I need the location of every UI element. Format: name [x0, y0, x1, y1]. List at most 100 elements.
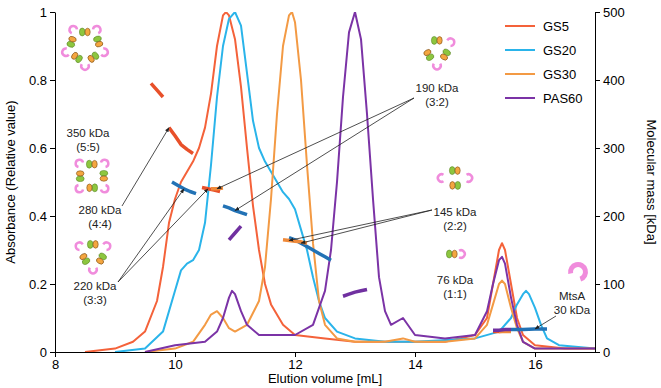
tick: 300 — [595, 141, 625, 156]
annotation-text: (5:5) — [76, 141, 100, 153]
annotation-text: (3:2) — [425, 96, 449, 108]
tick-label: 14 — [408, 357, 422, 372]
annotations: 350 kDa(5:5)280 kDa(4:4)220 kDa(3:3)190 … — [67, 82, 591, 329]
icon-domain — [85, 28, 90, 36]
mass-line — [172, 182, 547, 330]
tick-label: 300 — [603, 141, 625, 156]
icon-mtsa — [446, 35, 458, 47]
icon-mtsa — [466, 173, 474, 183]
mass-line — [229, 226, 511, 330]
icon-mtsa — [72, 156, 84, 168]
series-line — [115, 12, 595, 352]
tick-label: 0.4 — [29, 209, 47, 224]
tick: 500 — [595, 5, 625, 20]
tick-mark — [50, 148, 55, 149]
icon-domain — [423, 48, 432, 56]
icon-domain — [86, 160, 92, 168]
icon-mtsa — [458, 249, 466, 259]
icon-mtsa — [99, 183, 111, 195]
annotation-text: (4:4) — [88, 218, 112, 230]
legend-label: GS30 — [543, 67, 576, 82]
icon-domain — [452, 250, 457, 258]
icon-mtsa — [73, 239, 85, 251]
icon-domain — [87, 54, 96, 63]
icon-mtsa — [88, 267, 98, 275]
annotation-arrow — [118, 189, 184, 282]
tick: 0.8 — [29, 73, 55, 88]
complex-icon — [60, 23, 111, 71]
tick-mark — [50, 284, 55, 285]
icon-domain — [87, 184, 92, 192]
annotation-text: (1:1) — [443, 288, 467, 300]
icon-domain — [431, 36, 437, 44]
y-axis-line — [55, 13, 56, 353]
annotation-text: 280 kDa — [79, 204, 122, 216]
x-axis: 8 10 12 14 16 — [52, 352, 596, 372]
legend-swatch — [505, 25, 535, 27]
icon-domain — [100, 170, 108, 176]
annotation-arrow — [289, 210, 432, 240]
tick-mark — [595, 284, 600, 285]
plot-area — [85, 12, 595, 352]
tick-mark — [595, 148, 600, 149]
annotation-arrow — [235, 98, 414, 211]
annotation-text: 145 kDa — [434, 206, 477, 218]
icon-mtsa — [566, 258, 592, 282]
tick: 0.6 — [29, 141, 55, 156]
icon-mtsa — [60, 47, 70, 59]
chart: 81012141600.20.40.60.810100200300400500E… — [0, 0, 661, 388]
tick: 16 — [528, 352, 542, 372]
x-axis-title: Elution volume [mL] — [268, 371, 382, 386]
tick: 0.2 — [29, 277, 55, 292]
icon-domain — [70, 51, 79, 60]
legend-swatch — [505, 73, 535, 75]
series-line — [85, 12, 595, 352]
icon-domain — [455, 167, 460, 175]
icon-domain — [95, 40, 104, 47]
icon-mtsa — [91, 23, 104, 35]
legend-swatch — [505, 49, 535, 51]
icon-domain — [93, 241, 98, 249]
tick: 0 — [40, 345, 55, 360]
annotation-arrow — [301, 210, 432, 243]
tick-mark — [595, 216, 600, 217]
tick-label: 0.2 — [29, 277, 47, 292]
tick-label: 0.8 — [29, 73, 47, 88]
icon-mtsa — [437, 173, 445, 183]
tick: 8 — [52, 352, 59, 372]
tick: 0.4 — [29, 209, 55, 224]
tick-label: 0 — [40, 345, 47, 360]
icon-mtsa — [80, 63, 90, 71]
tick-mark — [50, 80, 55, 81]
tick-label: 100 — [603, 277, 625, 292]
series-line — [145, 12, 595, 352]
tick-label: 200 — [603, 209, 625, 224]
icon-domain — [446, 250, 452, 258]
icon-domain — [439, 53, 448, 61]
icon-domain — [95, 257, 104, 265]
annotation-text: 30 kDa — [554, 304, 591, 316]
icon-domain — [92, 184, 98, 192]
complex-icon — [446, 249, 466, 259]
series-line — [145, 12, 595, 352]
mass-line — [211, 188, 511, 331]
tick-label: 16 — [528, 357, 542, 372]
tick: 10 — [168, 352, 182, 372]
icon-domain — [449, 167, 455, 175]
tick-mark — [595, 80, 600, 81]
complex-icon — [73, 239, 114, 274]
tick-mark — [595, 352, 600, 353]
icon-mtsa — [100, 47, 110, 59]
tick-mark — [50, 12, 55, 13]
annotation-text: 350 kDa — [67, 127, 110, 139]
tick-label: 400 — [603, 73, 625, 88]
tick-mark — [50, 352, 55, 353]
annotation-arrow — [535, 316, 556, 329]
icon-domain — [79, 252, 88, 260]
complex-icon — [423, 35, 458, 70]
y2-axis: 0100200300400500 — [595, 5, 625, 360]
y-axis: 0 0.2 0.4 0.6 0.8 1 — [29, 5, 56, 360]
tick-label: 1 — [40, 5, 47, 20]
legend-swatch — [505, 97, 535, 99]
tick: 12 — [288, 352, 302, 372]
